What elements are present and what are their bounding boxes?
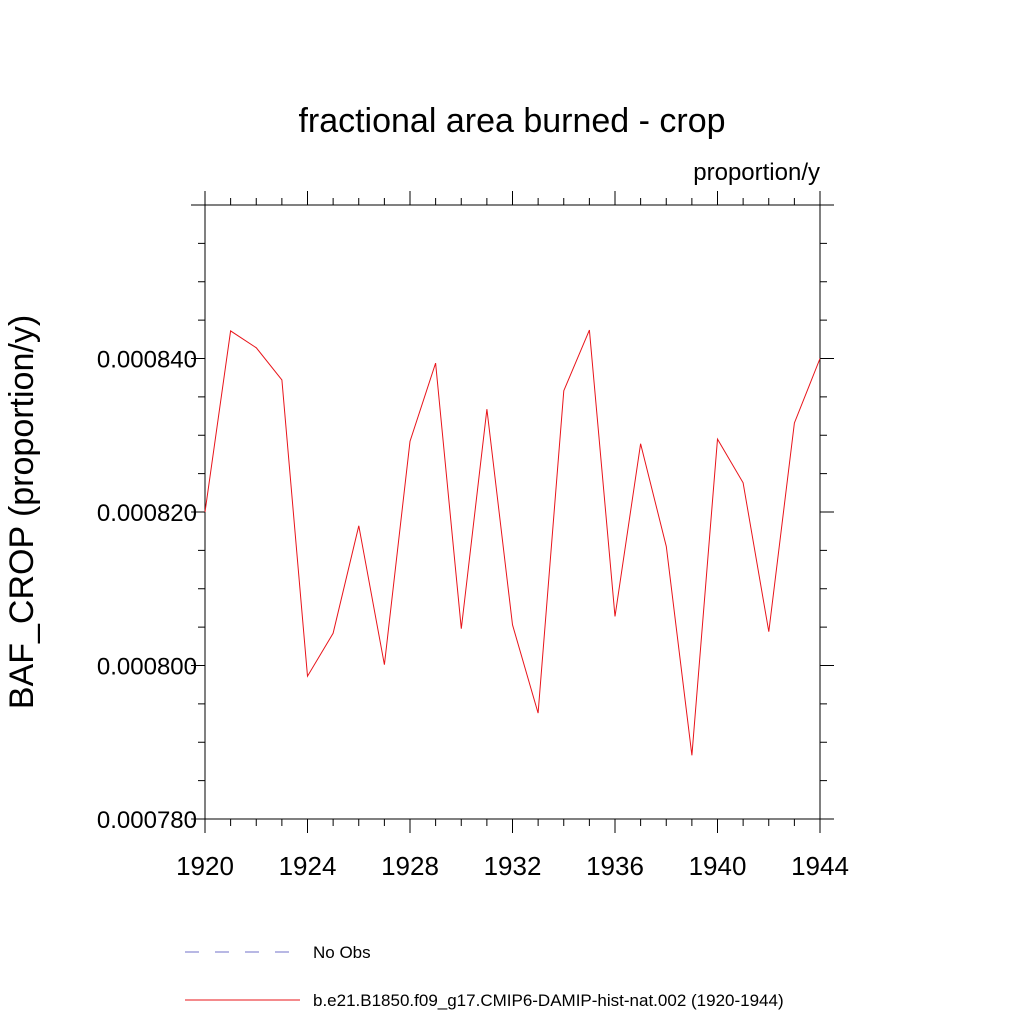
- x-tick-label: 1936: [586, 851, 644, 881]
- legend: No Obs b.e21.B1850.f09_g17.CMIP6-DAMIP-hi…: [185, 943, 784, 1010]
- y-tick-label: 0.000840: [97, 347, 197, 374]
- x-tick-label: 1940: [689, 851, 747, 881]
- y-tick-label: 0.000800: [97, 654, 197, 681]
- series-layer: [204, 329, 821, 756]
- y-tick-label: 0.000820: [97, 500, 197, 527]
- units-label: proportion/y: [693, 159, 820, 186]
- legend-label-0: No Obs: [313, 943, 371, 962]
- axis-ticks: 0.000780 0.000800 0.000820 0.000840 1920 1924…: [97, 191, 849, 881]
- plot-frame: [204, 204, 821, 820]
- chart-title: fractional area burned - crop: [298, 102, 725, 140]
- x-tick-label: 1932: [484, 851, 542, 881]
- y-axis-label: BAF_CROP (proportion/y): [3, 315, 41, 709]
- legend-label-1: b.e21.B1850.f09_g17.CMIP6-DAMIP-hist-nat…: [313, 991, 784, 1010]
- y-tick-label: 0.000780: [97, 807, 197, 834]
- x-tick-label: 1924: [279, 851, 337, 881]
- series-line-0: [204, 329, 821, 756]
- x-tick-label: 1944: [791, 851, 849, 881]
- x-tick-label: 1920: [176, 851, 234, 881]
- x-tick-label: 1928: [381, 851, 439, 881]
